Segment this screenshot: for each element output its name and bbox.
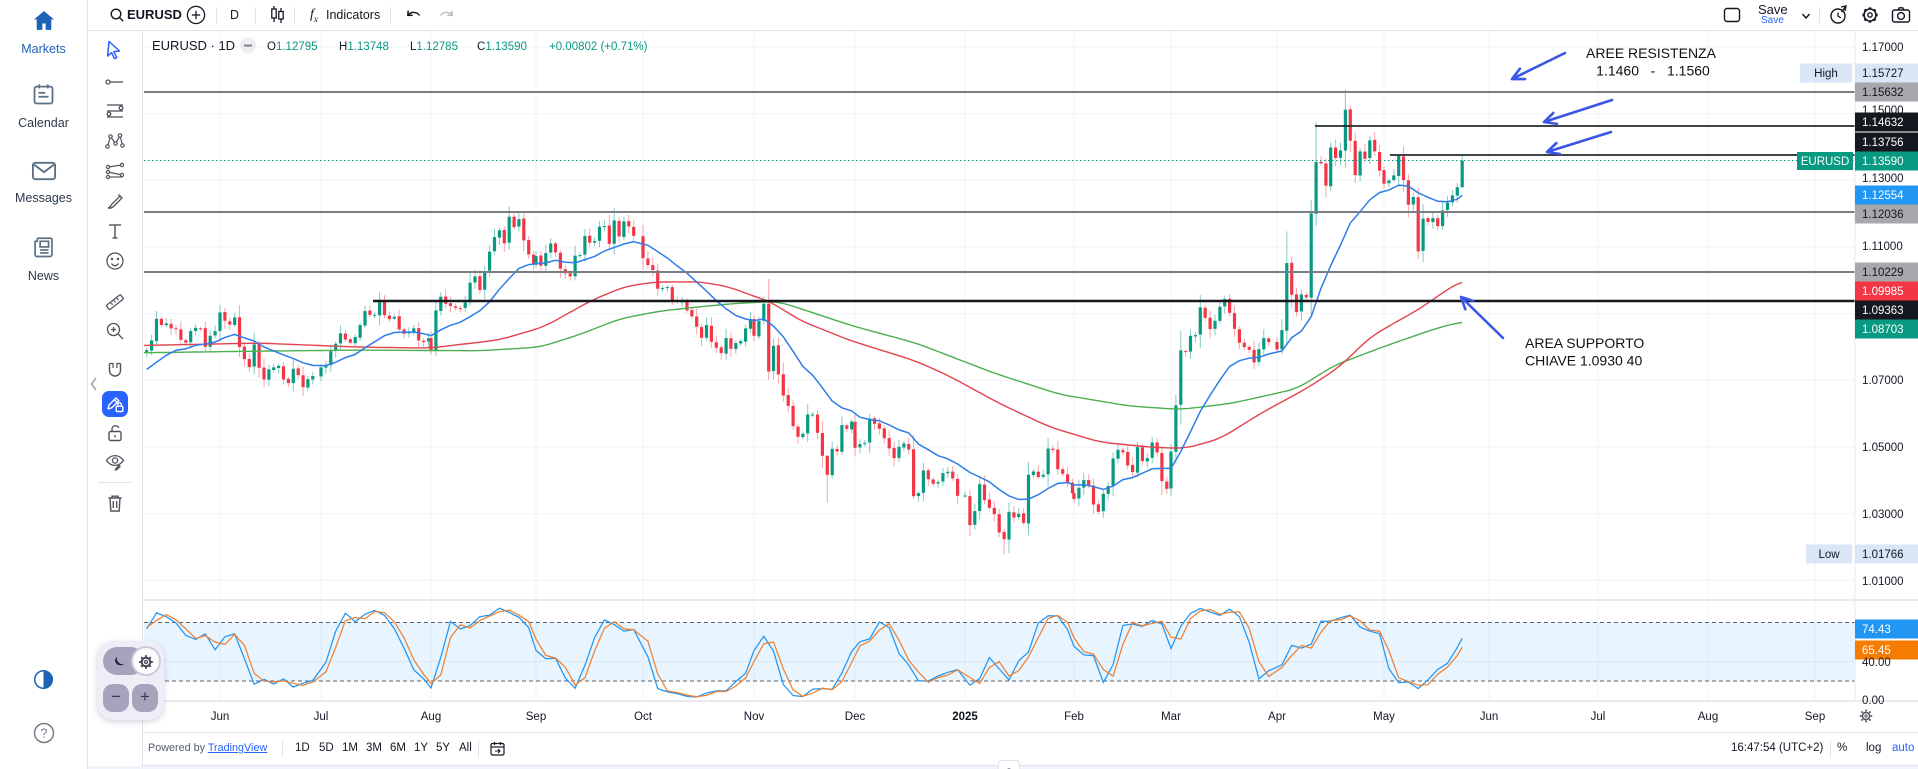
svg-text:Low: Low [1818,549,1840,561]
svg-text:74.43: 74.43 [1862,624,1891,636]
svg-text:1.12554: 1.12554 [1862,190,1904,202]
svg-text:EURUSD · 1D: EURUSD · 1D [152,38,235,53]
svg-text:C1.13590: C1.13590 [477,41,527,53]
svg-text:1.13000: 1.13000 [1862,173,1904,185]
svg-text:0.00: 0.00 [1862,695,1884,707]
svg-text:Apr: Apr [1268,711,1286,723]
svg-text:65.45: 65.45 [1862,645,1891,657]
svg-text:High: High [1814,68,1838,80]
svg-text:1.15632: 1.15632 [1862,87,1904,99]
svg-text:CHIAVE 1.0930 40: CHIAVE 1.0930 40 [1525,353,1642,369]
svg-text:H1.13748: H1.13748 [339,41,389,53]
svg-text:1.01766: 1.01766 [1862,549,1904,561]
svg-text:AREA SUPPORTO: AREA SUPPORTO [1525,335,1644,351]
svg-text:1.1460 - 1.1560: 1.1460 - 1.1560 [1596,63,1710,79]
svg-text:1.10229: 1.10229 [1862,267,1904,279]
svg-text:Mar: Mar [1161,711,1181,723]
svg-text:2025: 2025 [952,711,978,723]
svg-text:Feb: Feb [1064,711,1084,723]
svg-text:40.00: 40.00 [1862,657,1891,669]
svg-text:?: ? [40,726,47,740]
svg-text:Aug: Aug [421,711,441,723]
svg-text:Nov: Nov [744,711,765,723]
svg-text:1.13590: 1.13590 [1862,156,1904,168]
svg-text:1.09985: 1.09985 [1862,286,1904,298]
svg-text:AREE RESISTENZA: AREE RESISTENZA [1586,45,1717,61]
svg-text:May: May [1373,711,1395,723]
svg-text:Dec: Dec [845,711,866,723]
svg-text:1.15727: 1.15727 [1862,68,1904,80]
svg-text:1.07000: 1.07000 [1862,375,1904,387]
svg-text:1.17000: 1.17000 [1862,42,1904,54]
svg-text:1.05000: 1.05000 [1862,442,1904,454]
svg-text:1.11000: 1.11000 [1862,241,1903,253]
svg-text:1.01000: 1.01000 [1862,576,1904,588]
svg-text:Sep: Sep [1805,711,1825,723]
svg-text:1.03000: 1.03000 [1862,509,1904,521]
svg-text:Sep: Sep [526,711,546,723]
svg-text:L1.12785: L1.12785 [410,41,458,53]
svg-text:1.12036: 1.12036 [1862,209,1904,221]
svg-text:EURUSD: EURUSD [1801,156,1850,168]
svg-text:O1.12795: O1.12795 [267,41,318,53]
svg-text:1.13756: 1.13756 [1862,137,1904,149]
svg-text:1.14632: 1.14632 [1862,117,1904,129]
svg-text:Aug: Aug [1698,711,1718,723]
svg-text:Jun: Jun [211,711,230,723]
svg-text:1.08703: 1.08703 [1862,324,1904,336]
svg-text:Oct: Oct [634,711,653,723]
svg-text:Jun: Jun [1480,711,1499,723]
svg-text:Jul: Jul [1591,711,1606,723]
svg-text:1.09363: 1.09363 [1862,305,1904,317]
svg-text:+0.00802 (+0.71%): +0.00802 (+0.71%) [549,41,648,53]
svg-text:Jul: Jul [314,711,329,723]
